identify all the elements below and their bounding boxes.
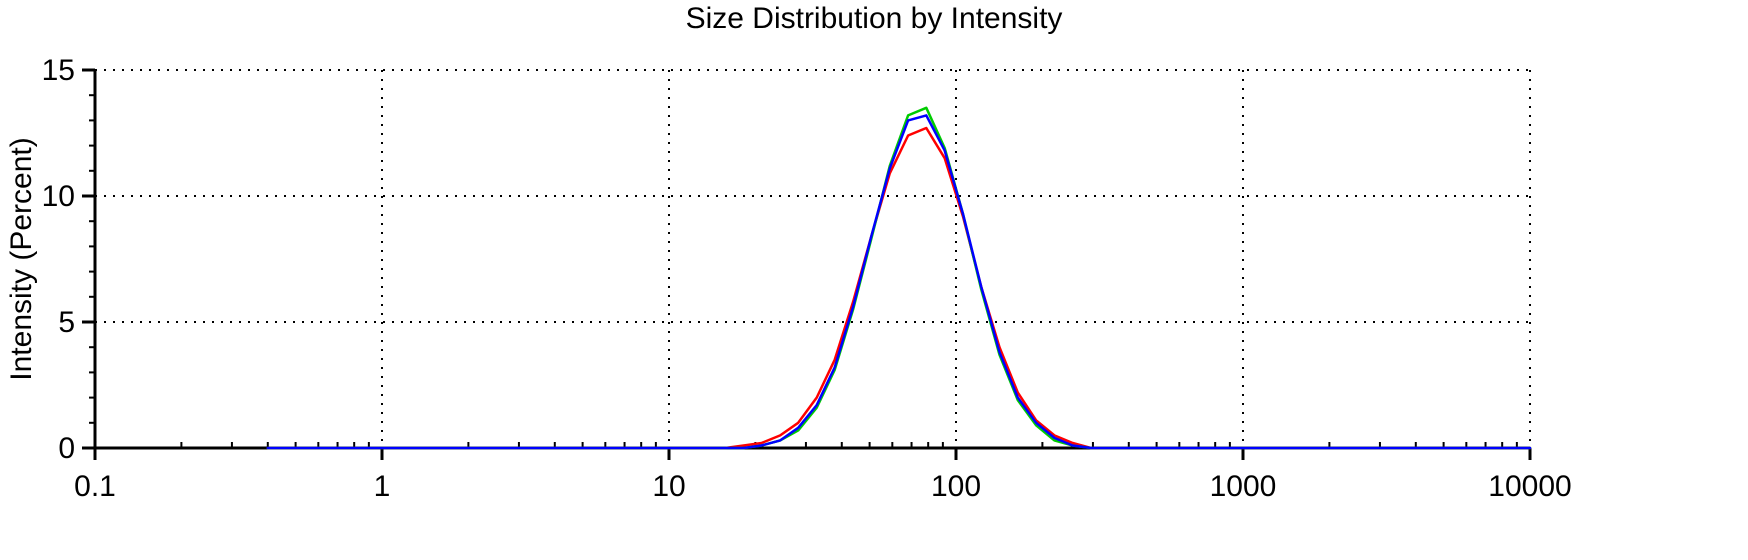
- y-tick-label-15: 15: [42, 54, 75, 87]
- y-tick-label-0: 0: [58, 432, 75, 465]
- y-tick-label-10: 10: [42, 180, 75, 213]
- x-tick-label-10: 10: [652, 470, 685, 503]
- series-line-green: [266, 106, 1532, 450]
- series-line-blue: [266, 114, 1532, 450]
- x-tick-label-1: 1: [374, 470, 391, 503]
- series-line-red: [266, 126, 1532, 450]
- x-tick-label-1000: 1000: [1210, 470, 1277, 503]
- y-tick-label-5: 5: [58, 306, 75, 339]
- x-tick-label-10000: 10000: [1488, 470, 1571, 503]
- x-tick-label-0.1: 0.1: [74, 470, 116, 503]
- x-tick-label-100: 100: [931, 470, 981, 503]
- chart-title: Size Distribution by Intensity: [685, 2, 1063, 35]
